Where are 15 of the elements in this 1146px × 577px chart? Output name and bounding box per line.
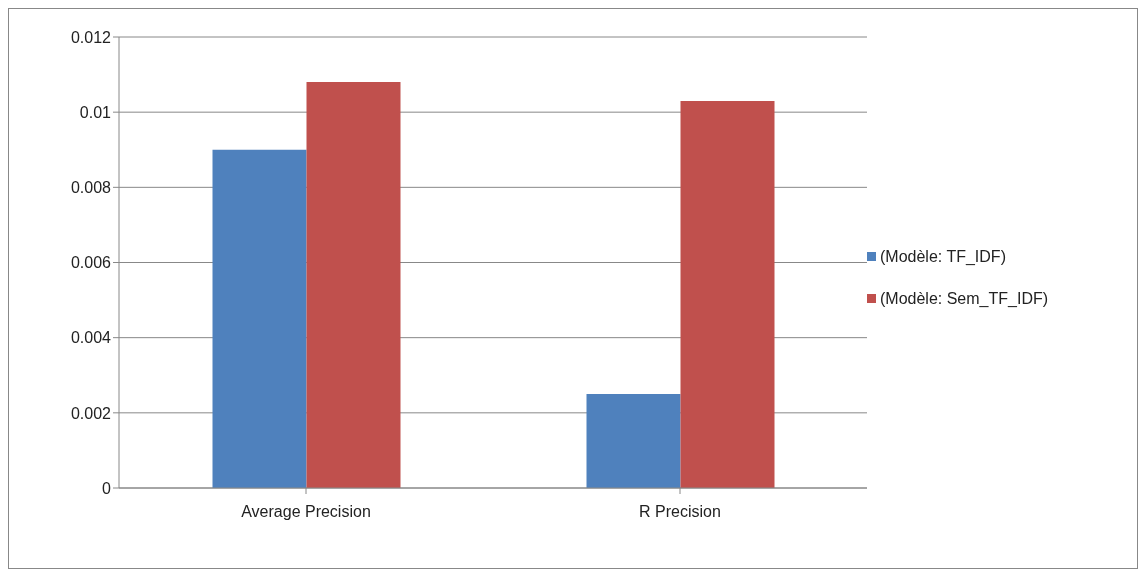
bar [212,149,307,488]
bar [680,100,775,488]
legend-label: (Modèle: Sem_TF_IDF) [880,288,1049,309]
y-tick-label: 0.008 [70,179,112,197]
legend-label: (Modèle: TF_IDF) [880,246,1006,267]
x-tick-label: Average Precision [241,503,371,521]
y-tick-label: 0.006 [70,254,112,272]
x-tick-label: R Precision [639,503,721,521]
bar [306,82,401,488]
y-tick-label: 0 [102,479,112,497]
y-tick-label: 0.002 [70,404,112,422]
y-tick-label: 0.004 [70,329,112,347]
y-tick-label: 0.01 [79,103,112,121]
bar [586,394,681,488]
y-tick-label: 0.012 [70,28,112,46]
